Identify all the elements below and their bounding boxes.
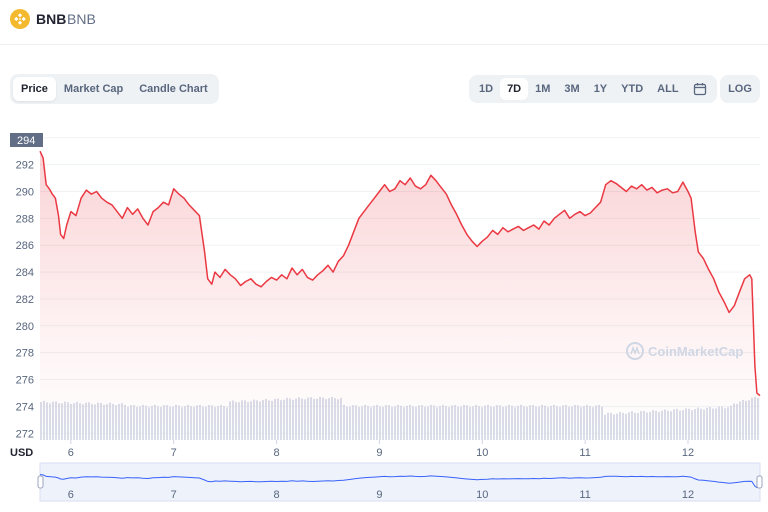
y-tick-label: 272 [16, 428, 34, 440]
x-tick-label: 10 [476, 447, 488, 459]
navigator-tick-label: 9 [376, 489, 382, 501]
navigator-line [39, 474, 761, 489]
navigator-tick-label: 10 [476, 489, 488, 501]
navigator-right-handle[interactable] [756, 475, 763, 489]
x-tick-label: 11 [579, 447, 590, 459]
navigator-tick-label: 12 [682, 489, 694, 501]
navigator-x-axis: 6 7 8 9 10 11 12 [68, 489, 694, 501]
y-tick-label: 280 [16, 321, 34, 333]
tab-market-cap[interactable]: Market Cap [63, 83, 124, 95]
watermark-text: CoinMarketCap [648, 344, 743, 359]
x-tick-label: 7 [171, 447, 177, 459]
chart-type-tabs: Price Market Cap Candle Chart [10, 74, 219, 104]
y-tick-label: 292 [16, 160, 34, 172]
y-axis: 272 274 276 278 280 282 284 286 288 290 292 294 [16, 133, 34, 441]
current-price-label: 294 [17, 135, 35, 147]
calendar-button[interactable] [686, 82, 714, 96]
navigator-tick-label: 6 [68, 489, 74, 501]
y-tick-label: 282 [16, 294, 34, 306]
range-7d[interactable]: 7D [500, 78, 529, 100]
tab-candle-chart[interactable]: Candle Chart [139, 83, 208, 95]
price-line [39, 150, 761, 397]
price-area [40, 151, 760, 440]
navigator-range[interactable] [39, 462, 761, 502]
x-axis: 6 7 8 9 10 11 12 [68, 440, 694, 459]
time-range-selector: 1D 7D 1M 3M 1Y YTD ALL [469, 75, 717, 103]
coin-header: BNB BNB [0, 0, 768, 45]
navigator[interactable]: 6 7 8 9 10 11 12 [37, 462, 763, 502]
y-tick-label: 290 [16, 186, 34, 198]
y-tick-label: 276 [16, 375, 34, 387]
bnb-logo-icon [10, 9, 30, 29]
x-tick-label: 12 [682, 447, 694, 459]
navigator-left-handle[interactable] [37, 475, 44, 489]
coin-name: BNB [36, 11, 67, 27]
y-tick-label: 288 [16, 213, 34, 225]
range-3m[interactable]: 3M [564, 83, 580, 95]
y-tick-label: 286 [16, 240, 34, 252]
navigator-tick-label: 11 [579, 489, 590, 501]
navigator-tick-label: 8 [274, 489, 280, 501]
range-1m[interactable]: 1M [535, 83, 551, 95]
watermark: CoinMarketCap [626, 342, 743, 360]
y-axis-unit-label: USD [10, 447, 33, 459]
y-tick-label: 284 [16, 267, 34, 279]
range-ytd[interactable]: YTD [621, 83, 644, 95]
x-tick-label: 8 [274, 447, 280, 459]
y-tick-label: 274 [16, 401, 34, 413]
tab-price[interactable]: Price [13, 77, 56, 101]
log-scale-button[interactable]: LOG [720, 75, 760, 103]
range-1d[interactable]: 1D [479, 83, 494, 95]
x-tick-label: 9 [376, 447, 382, 459]
calendar-icon [693, 83, 706, 96]
current-price-marker: 294 [10, 133, 43, 147]
range-all[interactable]: ALL [657, 83, 679, 95]
navigator-tick-label: 7 [171, 489, 177, 501]
y-tick-label: 278 [16, 348, 34, 360]
range-1y[interactable]: 1Y [593, 83, 608, 95]
x-tick-label: 6 [68, 447, 74, 459]
coin-symbol: BNB [67, 11, 96, 27]
